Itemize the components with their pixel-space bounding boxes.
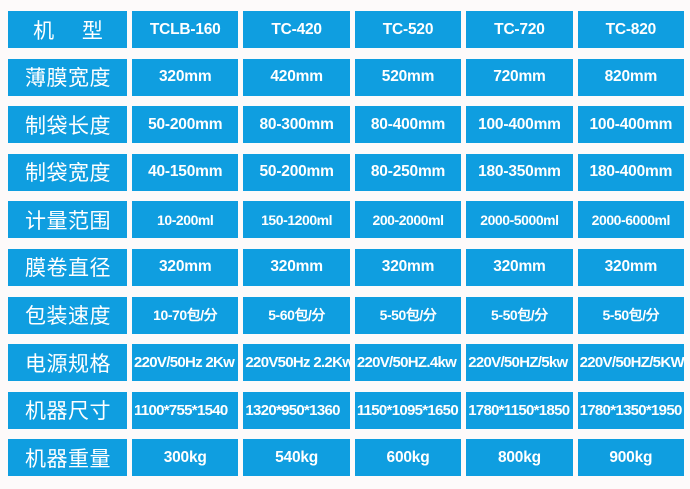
- cell-bag-length-col3: 80-400mm: [354, 106, 462, 144]
- cell-measuring-range-col5: 2000-6000ml: [577, 201, 685, 239]
- cell-packing-speed-col2: 5-60包/分: [243, 296, 350, 334]
- cell-measuring-range-col2: 150-1200ml: [243, 201, 350, 239]
- cell-packing-speed-col1: 10-70包/分: [132, 296, 239, 334]
- cell-power-spec-col3: 220V/50HZ.4kw: [354, 344, 462, 382]
- cell-bag-width-col2: 50-200mm: [243, 153, 350, 191]
- row-header-bag-width: 制袋宽度: [8, 153, 127, 191]
- table-row: 计量范围 10-200ml 150-1200ml 200-2000ml 2000-500…: [8, 201, 685, 239]
- cell-packing-speed-col5: 5-50包/分: [577, 296, 685, 334]
- cell-film-roll-diameter-col5: 320mm: [577, 248, 685, 286]
- cell-machine-size-col3: 1150*1095*1650: [354, 391, 462, 429]
- cell-power-spec-col1: 220V/50Hz 2Kw: [132, 344, 239, 382]
- table-row: 膜卷直径 320mm 320mm 320mm 320mm 320mm: [8, 248, 685, 286]
- table-row: 机器重量 300kg 540kg 600kg 800kg 900kg: [8, 439, 685, 477]
- cell-bag-width-col1: 40-150mm: [132, 153, 239, 191]
- cell-measuring-range-col3: 200-2000ml: [354, 201, 462, 239]
- cell-packing-speed-col3: 5-50包/分: [354, 296, 462, 334]
- row-header-machine-weight: 机器重量: [8, 439, 127, 477]
- cell-bag-length-col1: 50-200mm: [132, 106, 239, 144]
- cell-bag-width-col3: 80-250mm: [354, 153, 462, 191]
- cell-model-col5: TC-820: [577, 11, 685, 48]
- cell-film-width-col2: 420mm: [243, 58, 350, 96]
- row-header-measuring-range: 计量范围: [8, 201, 127, 239]
- cell-model-col2: TC-420: [243, 11, 350, 48]
- cell-film-roll-diameter-col4: 320mm: [466, 248, 573, 286]
- cell-bag-length-col5: 100-400mm: [577, 106, 685, 144]
- row-header-bag-length: 制袋长度: [8, 106, 127, 144]
- row-header-power-spec: 电源规格: [8, 344, 127, 382]
- cell-bag-width-col5: 180-400mm: [577, 153, 685, 191]
- table-row: 制袋长度 50-200mm 80-300mm 80-400mm 100-400mm 100…: [8, 106, 685, 144]
- cell-machine-size-col1: 1100*755*1540: [132, 391, 239, 429]
- cell-film-roll-diameter-col2: 320mm: [243, 248, 350, 286]
- cell-model-col4: TC-720: [466, 11, 573, 48]
- cell-machine-weight-col4: 800kg: [466, 439, 573, 477]
- cell-measuring-range-col4: 2000-5000ml: [466, 201, 573, 239]
- cell-machine-weight-col1: 300kg: [132, 439, 239, 477]
- cell-measuring-range-col1: 10-200ml: [132, 201, 239, 239]
- cell-power-spec-col5: 220V/50HZ/5KW: [577, 344, 685, 382]
- cell-bag-width-col4: 180-350mm: [466, 153, 573, 191]
- cell-machine-size-col5: 1780*1350*1950: [577, 391, 685, 429]
- cell-machine-size-col4: 1780*1150*1850: [466, 391, 573, 429]
- cell-model-col3: TC-520: [354, 11, 462, 48]
- cell-film-width-col5: 820mm: [577, 58, 685, 96]
- cell-bag-length-col2: 80-300mm: [243, 106, 350, 144]
- table-row: 薄膜宽度 320mm 420mm 520mm 720mm 820mm: [8, 58, 685, 96]
- row-header-film-roll-diameter: 膜卷直径: [8, 248, 127, 286]
- cell-power-spec-col2: 220V50Hz 2.2Kw: [243, 344, 350, 382]
- cell-bag-length-col4: 100-400mm: [466, 106, 573, 144]
- cell-film-width-col3: 520mm: [354, 58, 462, 96]
- table-row: 机 型 TCLB-160 TC-420 TC-520 TC-720 TC-820: [8, 11, 685, 48]
- cell-film-width-col4: 720mm: [466, 58, 573, 96]
- table-row: 电源规格 220V/50Hz 2Kw 220V50Hz 2.2Kw 220V/50HZ…: [8, 344, 685, 382]
- row-header-model: 机 型: [8, 11, 127, 48]
- table-row: 包装速度 10-70包/分 5-60包/分 5-50包/分 5-50包/分 5-50包/分: [8, 296, 685, 334]
- row-header-film-width: 薄膜宽度: [8, 58, 127, 96]
- cell-machine-size-col2: 1320*950*1360: [243, 391, 350, 429]
- row-header-packing-speed: 包装速度: [8, 296, 127, 334]
- cell-film-width-col1: 320mm: [132, 58, 239, 96]
- row-header-machine-size: 机器尺寸: [8, 391, 127, 429]
- cell-machine-weight-col5: 900kg: [577, 439, 685, 477]
- cell-power-spec-col4: 220V/50HZ/5kw: [466, 344, 573, 382]
- cell-film-roll-diameter-col3: 320mm: [354, 248, 462, 286]
- cell-machine-weight-col3: 600kg: [354, 439, 462, 477]
- cell-model-col1: TCLB-160: [132, 11, 239, 48]
- table-row: 制袋宽度 40-150mm 50-200mm 80-250mm 180-350mm 180…: [8, 153, 685, 191]
- cell-machine-weight-col2: 540kg: [243, 439, 350, 477]
- cell-film-roll-diameter-col1: 320mm: [132, 248, 239, 286]
- cell-packing-speed-col4: 5-50包/分: [466, 296, 573, 334]
- table-row: 机器尺寸 1100*755*1540 1320*950*1360 1150*1095*…: [8, 391, 685, 429]
